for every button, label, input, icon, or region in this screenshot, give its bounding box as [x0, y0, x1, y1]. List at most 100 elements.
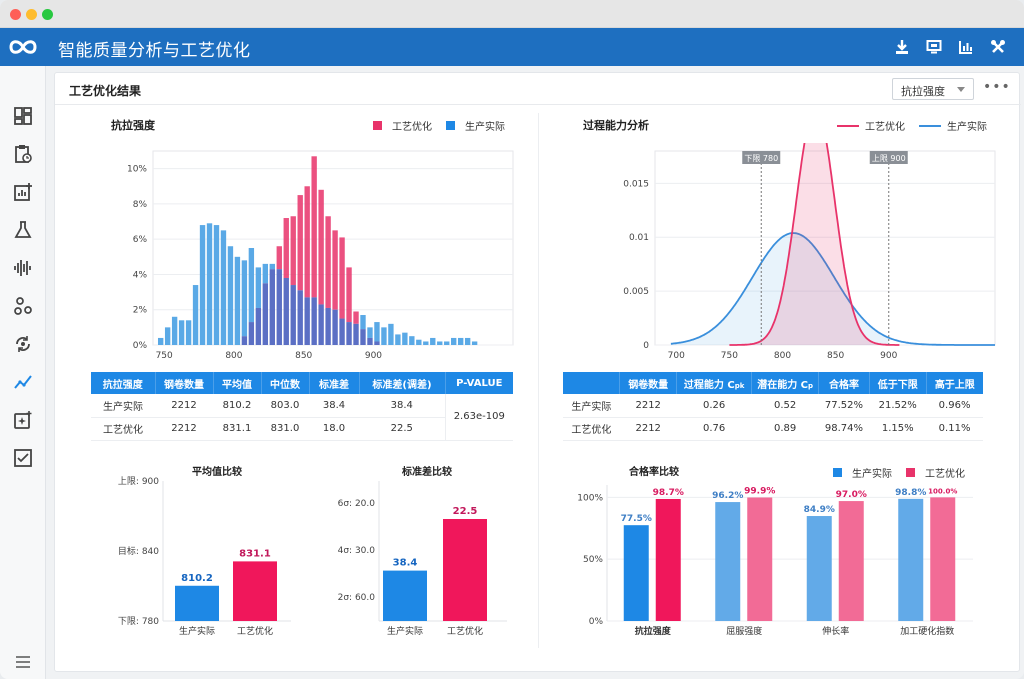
app-title: 智能质量分析与工艺优化: [58, 41, 251, 61]
cell: 2212: [619, 417, 677, 441]
y-tick-label: 50%: [583, 555, 603, 565]
yield-compare-title: 合格率比较: [629, 467, 679, 478]
yield-bar-label: 84.9%: [804, 505, 835, 515]
menu-icon[interactable]: [11, 650, 35, 674]
yield-bar-label: 98.8%: [895, 488, 926, 498]
bar-optimized: [311, 156, 317, 298]
y-tick-label: 2σ: 60.0: [338, 593, 376, 603]
stats-table-header: 抗拉强度 钢卷数量 平均值 中位数 标准差 标准差(调差) P-VALUE: [91, 372, 513, 394]
th-count: 钢卷数量: [155, 372, 214, 394]
bar-overlap: [332, 309, 338, 345]
tools-icon[interactable]: [988, 37, 1008, 57]
bar-actual: [199, 225, 206, 345]
cell: 0.76: [676, 417, 752, 441]
monitor-icon[interactable]: [924, 37, 944, 57]
x-tick-label: 700: [668, 351, 685, 361]
flask-icon[interactable]: [11, 218, 35, 242]
y-tick-label: 10%: [127, 165, 147, 175]
y-tick-label: 0.01: [629, 233, 649, 243]
cell: 38.4: [309, 394, 359, 418]
mean-bar-label: 810.2: [181, 573, 213, 584]
curve-actual: [670, 232, 995, 346]
bar-overlap: [255, 307, 262, 345]
cell: 2212: [155, 394, 213, 418]
nodes-icon[interactable]: [11, 294, 35, 318]
minimize-window-button[interactable]: [26, 9, 37, 20]
bar-actual: [416, 339, 422, 345]
mean-compare-title: 平均值比较: [192, 467, 242, 478]
y-tick-label: 0.005: [623, 287, 649, 297]
bar-actual: [220, 230, 227, 345]
th-cpk: 过程能力 Cpk: [676, 372, 753, 394]
yield-bar-optimized: [838, 501, 864, 621]
cell: 工艺优化: [563, 417, 620, 441]
x-tick-label: 800: [774, 351, 791, 361]
x-tick-label: 工艺优化: [237, 625, 273, 637]
cell: 0.26: [676, 394, 752, 418]
close-window-button[interactable]: [10, 9, 21, 20]
chart-add-icon[interactable]: [11, 180, 35, 204]
dashboard-icon[interactable]: [11, 104, 35, 128]
yield-bar-actual: [806, 516, 832, 621]
bar-overlap: [269, 269, 275, 345]
th-yield: 合格率: [818, 372, 870, 394]
bar-optimized: [283, 218, 289, 278]
bar-actual: [444, 341, 450, 345]
checklist-icon[interactable]: [11, 446, 35, 470]
x-tick-label: 750: [156, 351, 173, 361]
bar-actual: [234, 256, 241, 345]
cell: 21.52%: [869, 394, 927, 418]
bar-overlap: [276, 269, 282, 345]
waveform-icon[interactable]: [11, 256, 35, 280]
metric-select[interactable]: 抗拉强度: [892, 78, 974, 100]
y-tick-label: 0.015: [623, 179, 649, 189]
bar-actual: [227, 246, 234, 345]
cell: 22.5: [359, 417, 445, 441]
more-options-icon[interactable]: •••: [983, 79, 1011, 95]
bar-optimized: [353, 311, 359, 324]
bar-actual: [388, 323, 394, 345]
bar-overlap: [290, 285, 296, 345]
std-bar: [443, 519, 487, 621]
maximize-window-button[interactable]: [42, 9, 53, 20]
capability-legend: 工艺优化 生产实际: [837, 118, 987, 133]
sparkle-icon[interactable]: [11, 408, 35, 432]
y-tick-label: 0%: [133, 341, 148, 351]
bar-actual: [192, 285, 199, 345]
bar-overlap: [318, 304, 324, 345]
x-tick-label: 750: [721, 351, 738, 361]
trend-icon[interactable]: [11, 370, 35, 394]
y-tick-label: 4%: [133, 270, 148, 280]
upper-limit-label: 上限 900: [872, 154, 906, 163]
y-tick-label: 0%: [589, 617, 604, 627]
bar-chart-icon[interactable]: [956, 37, 976, 57]
x-tick-label: 800: [225, 351, 242, 361]
yield-legend-swatch-optimized: [906, 468, 915, 477]
cell: 831.1: [213, 417, 261, 441]
cycle-icon[interactable]: [11, 332, 35, 356]
results-panel: 工艺优化结果 抗拉强度 ••• 抗拉强度 工艺优化 生产实际 0% 2% 4% 6% 8…: [54, 72, 1021, 672]
mean-bar: [233, 561, 277, 621]
clipboard-clock-icon[interactable]: [11, 142, 35, 166]
y-tick-label: 0: [643, 341, 649, 351]
x-tick-label: 生产实际: [387, 625, 423, 637]
yield-bar-actual: [715, 502, 741, 621]
window-titlebar: [0, 0, 1024, 28]
bar-actual: [164, 327, 171, 345]
column-divider: [538, 113, 539, 648]
download-icon[interactable]: [892, 37, 912, 57]
yield-compare-chart: 0% 50% 100% 77.5% 98.7% 抗拉强度 96.2% 99.9% 屈服强度 84.…: [577, 485, 973, 637]
x-tick-label: 850: [827, 351, 844, 361]
x-tick-label: 900: [365, 351, 382, 361]
th-cpk-sub: pk: [734, 381, 745, 390]
bar-actual: [248, 248, 255, 323]
panel-title: 工艺优化结果: [69, 84, 142, 98]
bar-actual: [241, 260, 248, 337]
yield-legend: 生产实际 工艺优化: [833, 465, 965, 480]
histogram-title: 抗拉强度: [111, 119, 155, 132]
table-row: 生产实际 2212 0.26 0.52 77.52% 21.52% 0.96%: [563, 394, 983, 418]
std-bar-label: 38.4: [393, 558, 418, 569]
th-tensile: 抗拉强度: [91, 372, 156, 394]
bar-actual: [367, 327, 373, 338]
th-mean: 平均值: [213, 372, 262, 394]
